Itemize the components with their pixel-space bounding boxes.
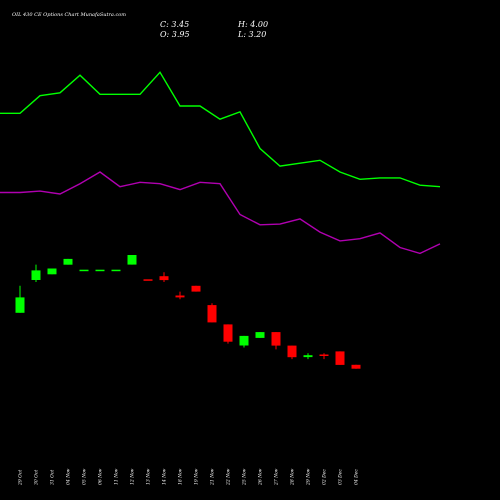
date-tick-label: 21 Nov: [210, 468, 216, 486]
candle: [303, 353, 313, 360]
date-tick-label: 04 Nov: [66, 468, 72, 485]
candle: [319, 353, 329, 360]
candle-body: [63, 258, 73, 265]
date-tick-label: 02 Dec: [322, 469, 328, 485]
date-tick-label: 22 Nov: [226, 468, 232, 486]
candle-body: [335, 351, 345, 365]
candle: [159, 272, 169, 282]
low-label: L: 3.20: [237, 30, 266, 39]
date-tick-label: 30 Oct: [34, 470, 40, 485]
candle: [79, 269, 89, 272]
indicator-line-1: [0, 71, 441, 188]
candle: [223, 324, 233, 344]
high-label: H: 4.00: [237, 20, 268, 29]
candlesticks: [15, 255, 361, 369]
date-axis-labels: 29 Oct 30 Oct 31 Oct 04 Nov 05 Nov 06 Nov 11 N…: [18, 468, 360, 486]
candle-body: [351, 364, 361, 369]
candle: [63, 258, 73, 265]
date-tick-label: 29 Nov: [306, 468, 312, 486]
date-tick-label: 31 Oct: [50, 470, 56, 485]
candle: [207, 303, 217, 323]
candle: [111, 269, 121, 272]
candle: [143, 279, 153, 281]
candle: [191, 285, 201, 292]
date-tick-label: 25 Nov: [242, 468, 248, 486]
date-tick-label: 29 Oct: [18, 470, 24, 486]
candle-body: [111, 269, 121, 272]
candle: [175, 291, 185, 300]
date-tick-label: 06 Nov: [98, 468, 104, 485]
date-tick-label: 12 Nov: [130, 468, 136, 485]
candle: [351, 364, 361, 369]
date-tick-label: 04 Dec: [354, 469, 360, 485]
candle-body: [47, 268, 57, 275]
candle-body: [127, 255, 137, 265]
indicator-line-2: [0, 171, 441, 255]
open-label: O: 3.95: [160, 30, 190, 39]
candle: [15, 285, 25, 313]
candle: [255, 332, 265, 338]
date-tick-label: 26 Nov: [258, 468, 264, 486]
candle-body: [287, 345, 297, 358]
candle-body: [79, 269, 89, 272]
candle-body: [191, 285, 201, 292]
candle-body: [207, 305, 217, 323]
date-tick-label: 14 Nov: [162, 468, 168, 485]
date-tick-label: 05 Nov: [82, 468, 88, 485]
indicator-lines: [0, 71, 441, 255]
candle-body: [303, 355, 313, 358]
candle-body: [239, 335, 249, 346]
date-tick-label: 03 Dec: [338, 469, 344, 485]
candle: [335, 351, 345, 365]
candle-body: [223, 324, 233, 342]
candle-body: [319, 354, 329, 356]
date-tick-label: 11 Nov: [114, 468, 120, 485]
candle-body: [271, 332, 281, 346]
candle: [95, 269, 105, 272]
candle-body: [143, 279, 153, 281]
candle-body: [175, 295, 185, 298]
date-tick-label: 27 Nov: [274, 468, 280, 486]
candle-body: [95, 269, 105, 272]
candle-body: [15, 297, 25, 313]
candle: [239, 335, 249, 348]
candle-body: [159, 276, 169, 281]
candle-body: [31, 270, 41, 280]
candle-body: [255, 332, 265, 338]
date-tick-label: 19 Nov: [194, 468, 200, 485]
candle: [127, 255, 137, 265]
close-label: C: 3.45: [160, 20, 189, 29]
date-tick-label: 13 Nov: [146, 468, 152, 485]
chart-title: OIL 430 CE Options Chart MunafaSutra.com: [12, 12, 126, 18]
date-tick-label: 18 Nov: [178, 468, 184, 485]
candle: [271, 332, 281, 350]
candle: [287, 345, 297, 360]
candle: [31, 264, 41, 282]
date-tick-label: 28 Nov: [290, 468, 296, 486]
candle: [47, 268, 57, 275]
